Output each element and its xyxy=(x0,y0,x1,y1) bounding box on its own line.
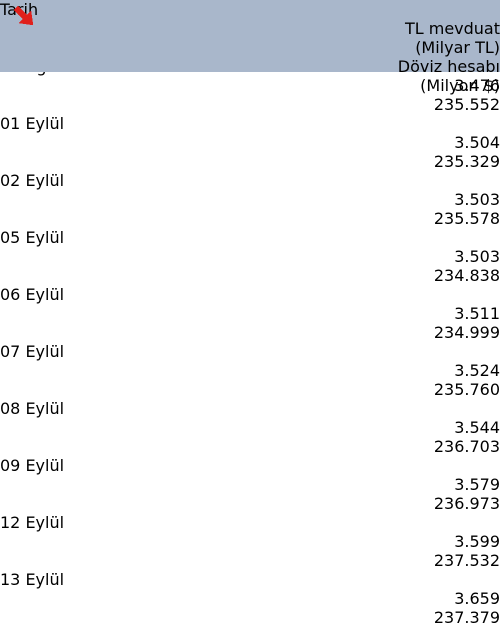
date-cell: 07 Eylül xyxy=(0,342,65,361)
header-line: Tarih xyxy=(0,0,500,19)
fx-cell: 237.379 xyxy=(433,608,500,627)
date-cell: 01 Eylül xyxy=(0,114,65,133)
date-cell: 02 Eylül xyxy=(0,171,65,190)
header-cell: Tarih xyxy=(0,0,500,19)
table-row: 12 Eylül 3.599 237.532 xyxy=(0,6,500,570)
header-cell: Döviz hesabı (Milyon $) xyxy=(0,57,500,95)
table-row: 08 Eylül 3.544 236.703 xyxy=(0,6,500,456)
fx-cell: 234.999 xyxy=(433,323,500,342)
tl-cell: 3.544 xyxy=(454,418,500,437)
header-line: Döviz hesabı xyxy=(397,57,500,76)
table-row: 02 Eylül 3.503 235.578 xyxy=(0,6,500,228)
date-cell: 13 Eylül xyxy=(0,570,65,589)
table-row: 09 Eylül 3.579 236.973 xyxy=(0,6,500,513)
date-cell: 12 Eylül xyxy=(0,513,65,532)
tl-cell: 3.511 xyxy=(454,304,500,323)
header-line: (Milyar TL) xyxy=(415,38,500,57)
tl-cell: 3.476 xyxy=(454,76,500,95)
table-row: 06 Eylül 3.511 234.999 xyxy=(0,6,500,342)
tl-cell: 3.503 xyxy=(454,247,500,266)
tl-cell: 3.599 xyxy=(454,532,500,551)
table-row: 07 Eylül 3.524 235.760 xyxy=(0,6,500,399)
table-row: 01 Eylül 3.504 235.329 xyxy=(0,6,500,171)
fx-cell: 235.329 xyxy=(433,152,500,171)
fx-cell: 235.578 xyxy=(433,209,500,228)
fx-cell: 235.760 xyxy=(433,380,500,399)
fx-cell: 236.973 xyxy=(433,494,500,513)
date-cell: 08 Eylül xyxy=(0,399,65,418)
header-line: (Milyon $) xyxy=(420,76,500,95)
tl-cell: 3.504 xyxy=(454,133,500,152)
header-line: TL mevduat xyxy=(404,19,500,38)
tl-cell: 3.524 xyxy=(454,361,500,380)
fx-cell: 235.552 xyxy=(433,95,500,114)
date-cell: 06 Eylül xyxy=(0,285,65,304)
table-row: 05 Eylül 3.503 234.838 xyxy=(0,6,500,285)
tl-cell: 3.579 xyxy=(454,475,500,494)
tl-cell: 3.503 xyxy=(454,190,500,209)
fx-cell: 234.838 xyxy=(433,266,500,285)
fx-cell: 237.532 xyxy=(433,551,500,570)
table-header: TarihTL mevduat(Milyar TL)Döviz hesabı(M… xyxy=(0,0,500,95)
tl-cell: 3.659 xyxy=(454,589,500,608)
fx-cell: 236.703 xyxy=(433,437,500,456)
table-row: 13 Eylül 3.659 237.379 xyxy=(0,6,500,627)
down-arrow-icon xyxy=(14,6,33,25)
date-cell: 05 Eylül xyxy=(0,228,65,247)
date-cell: 09 Eylül xyxy=(0,456,65,475)
header-cell: TL mevduat (Milyar TL) xyxy=(0,19,500,57)
